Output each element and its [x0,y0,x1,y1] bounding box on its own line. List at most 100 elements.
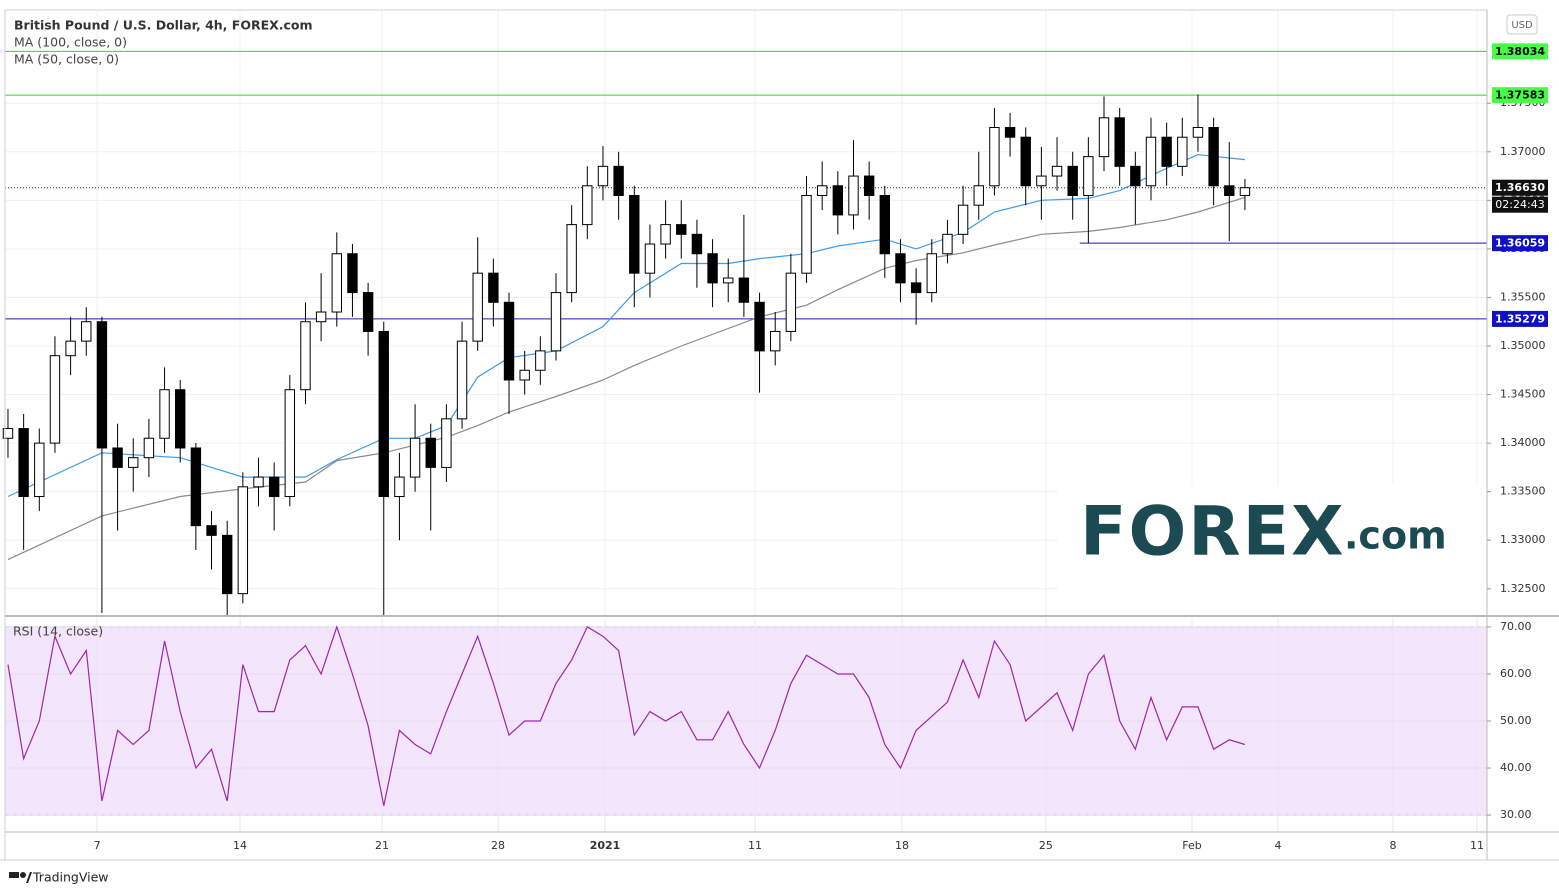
candle-body [691,233,703,255]
candle-body [1083,156,1094,196]
candle-body [206,525,217,536]
candle-body [660,224,671,245]
y-tick-label: 40.00 [1500,761,1532,774]
price-label-box [1492,87,1548,104]
candle-body [738,277,750,303]
countdown: 02:24:43 [1495,198,1544,211]
candle-body [770,330,781,352]
y-tick-label: 1.34500 [1500,388,1546,401]
labels: British Pound / U.S. Dollar, 4h, FOREX.c… [9,14,1548,885]
candle-body [1067,165,1078,196]
y-tick-label: 1.35000 [1500,339,1546,352]
candle-body [409,437,421,478]
candle-body [723,277,734,284]
candle-body [848,175,859,216]
price-label: 1.36059 [1495,237,1545,250]
candle-body [629,194,640,274]
candle-body [331,253,342,313]
x-tick-label: Feb [1182,839,1201,852]
chart-title: British Pound / U.S. Dollar, 4h, FOREX.c… [14,18,313,33]
x-tick-label: 25 [1039,839,1053,852]
price-label: 1.37583 [1495,89,1545,102]
candle-body [18,428,29,498]
candle-body [942,233,953,255]
candle-body [253,476,264,488]
watermark-suffix: .com [1344,514,1447,558]
price-label-box [1492,310,1548,327]
candle-body [237,486,249,595]
moving-average [7,154,1245,498]
candle-body [1051,165,1063,177]
price-label: 1.36630 [1495,181,1545,194]
candle-body [472,272,483,342]
candle-body [1036,175,1047,187]
candle-body [1208,127,1219,187]
candle-body [2,428,14,439]
candle-body [676,224,687,235]
candle-body [221,534,233,595]
x-tick-label: 21 [375,839,389,852]
rsi-title: RSI (14, close) [13,624,103,639]
x-tick-label: 4 [1274,839,1281,852]
y-tick-label: 60.00 [1500,667,1532,680]
watermark: FOREX .com [1058,485,1487,614]
candle-body [879,194,891,255]
candle-body [816,185,828,196]
candle-body [989,127,1000,187]
tradingview-logo[interactable]: TradingView [9,870,109,885]
footer-brand[interactable]: TradingView [32,870,109,885]
candle-body [456,340,468,420]
price-label-box [1492,235,1548,252]
candle-body [49,355,61,444]
candle-body [582,185,593,226]
legend-entry: MA (50, close, 0) [14,52,119,67]
price-label-box [1492,179,1548,196]
candle-body [394,476,405,498]
currency[interactable]: USD [1511,20,1533,31]
candle-body [1145,136,1157,187]
y-tick-label: 30.00 [1500,808,1532,821]
candle-body [566,224,577,294]
candle-body [96,321,108,449]
candle-body [362,292,374,332]
x-tick-label: 7 [94,839,101,852]
candle-body [973,185,984,206]
x-tick-label: 2021 [590,839,621,852]
price-label-box [1492,43,1548,60]
candle-body [754,301,765,352]
candle-body [1177,136,1188,167]
logo-shape [20,872,26,878]
currency-box[interactable] [1506,14,1538,35]
candle-body [1224,185,1235,196]
candle-body [644,243,656,274]
candle-body [378,330,389,498]
candle-body [519,369,530,381]
y-tick-label: 1.32500 [1500,582,1546,595]
candle-body [1130,165,1141,187]
x-tick-label: 11 [748,839,762,852]
candle-body [315,311,327,323]
marks [2,50,1487,806]
candle-body [1020,136,1031,187]
candle-body [81,321,92,342]
logo-shape [26,872,32,883]
watermark-backdrop [1058,485,1487,614]
countdown-box [1492,196,1548,213]
candle-body [268,476,280,498]
candle-body [128,457,139,468]
candle-body [300,321,311,391]
candle-body [707,253,718,284]
candle-body [159,389,170,439]
candle-body [143,437,155,459]
logo-shape [9,872,19,878]
x-tick-label: 28 [491,839,505,852]
candle-body [503,301,515,381]
candle-body [910,282,922,294]
candle-body [926,253,937,294]
y-tick-label: 1.35500 [1500,290,1546,303]
candle-body [863,175,875,196]
candle-body [597,165,609,187]
candle-body [1114,117,1125,167]
candle-body [535,350,546,371]
